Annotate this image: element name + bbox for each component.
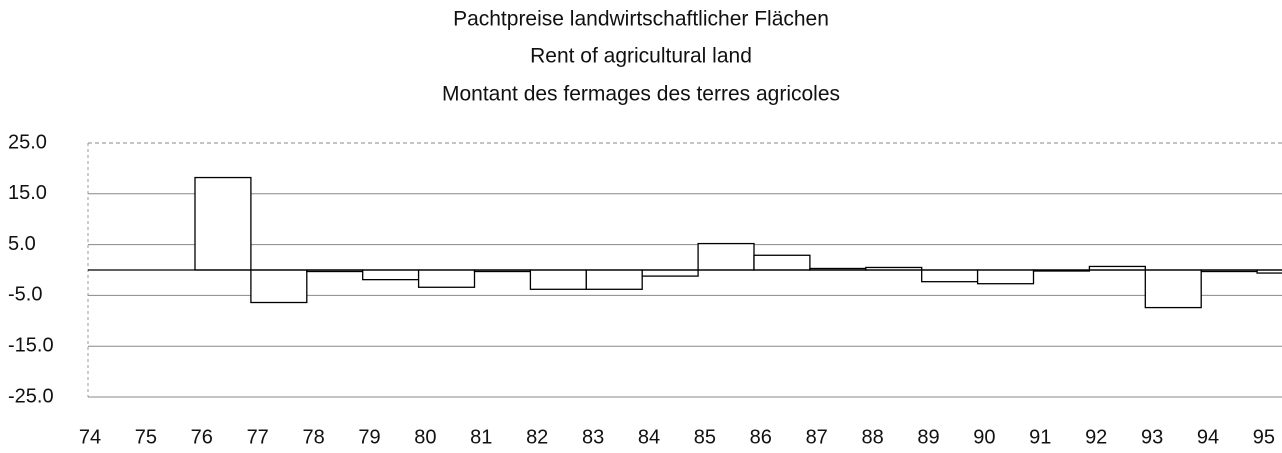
- x-tick-label: 83: [582, 426, 604, 448]
- bar: [585, 269, 643, 290]
- x-tick-label: 74: [79, 426, 101, 448]
- x-tick-label: 91: [1029, 426, 1051, 448]
- x-tick-label: 92: [1085, 426, 1107, 448]
- bar: [753, 254, 811, 271]
- x-tick-label: 90: [973, 426, 995, 448]
- x-tick-label: 75: [135, 426, 157, 448]
- chart-subtitle: Montant des fermages des terres agricole…: [442, 83, 840, 106]
- x-tick-label: 79: [358, 426, 380, 448]
- y-tick-label: -25.0: [8, 385, 54, 407]
- x-tick-label: 80: [414, 426, 436, 448]
- x-tick-label: 89: [917, 426, 939, 448]
- bar: [1144, 269, 1202, 309]
- bar: [641, 269, 699, 277]
- bar: [1256, 269, 1282, 274]
- x-tick-label: 81: [470, 426, 492, 448]
- bar: [976, 269, 1035, 285]
- x-tick-label: 82: [526, 426, 548, 448]
- x-tick-label: 88: [861, 426, 883, 448]
- y-tick-label: -5.0: [8, 284, 42, 306]
- y-tick-label: 15.0: [8, 182, 47, 204]
- x-tick-label: 84: [638, 426, 660, 448]
- x-tick-label: 95: [1253, 426, 1275, 448]
- bar: [529, 269, 587, 290]
- y-tick-label: 25.0: [8, 131, 47, 153]
- x-tick-label: 93: [1141, 426, 1163, 448]
- bar: [417, 269, 476, 288]
- x-tick-label: 77: [247, 426, 269, 448]
- y-tick-label: -15.0: [8, 334, 54, 356]
- bar: [250, 269, 308, 304]
- chart-subtitle: Rent of agricultural land: [530, 45, 752, 68]
- x-tick-label: 78: [302, 426, 324, 448]
- x-tick-label: 94: [1197, 426, 1219, 448]
- x-tick-label: 85: [694, 426, 716, 448]
- x-tick-label: 86: [750, 426, 772, 448]
- bar: [697, 242, 755, 271]
- x-tick-label: 87: [806, 426, 828, 448]
- bar: [921, 269, 979, 283]
- y-tick-label: 5.0: [8, 233, 36, 255]
- x-tick-label: 76: [191, 426, 213, 448]
- bar: [194, 176, 252, 271]
- bar: [362, 269, 420, 281]
- chart-title: Pachtpreise landwirtschaftlicher Flächen: [453, 8, 829, 31]
